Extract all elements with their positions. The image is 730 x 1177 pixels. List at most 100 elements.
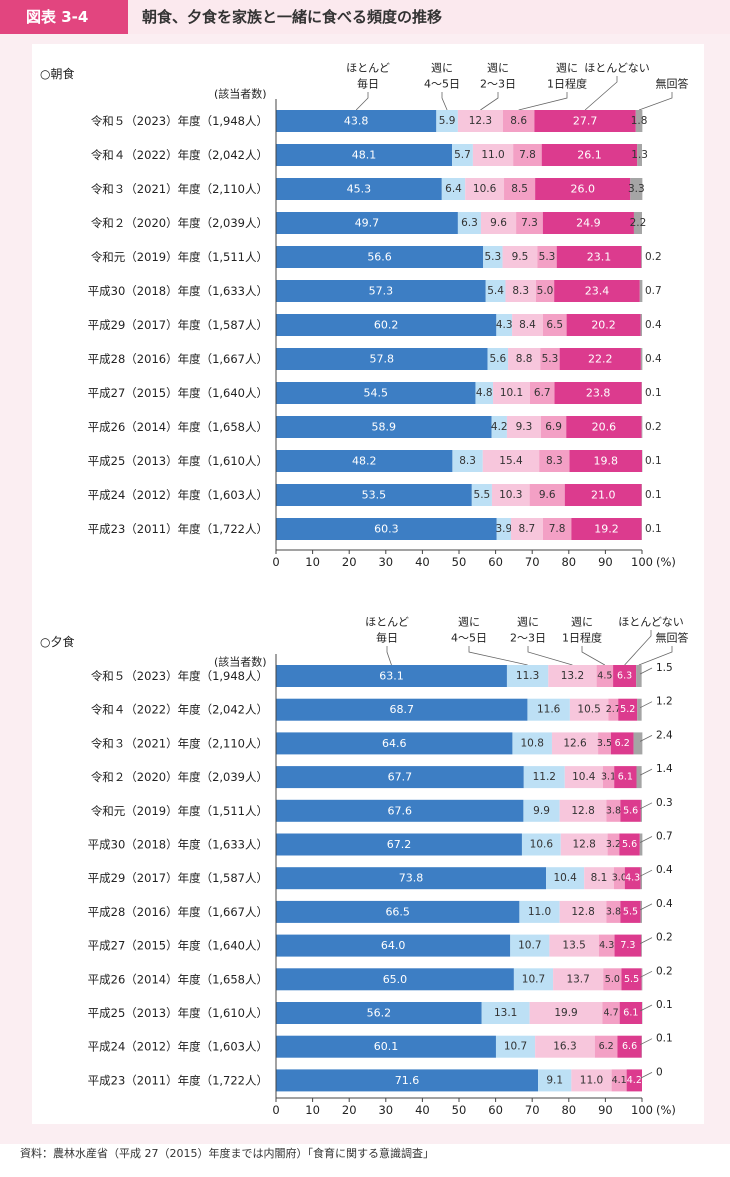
breakfast-bar-segment	[493, 382, 531, 404]
breakfast-legend-label-2: 週に	[487, 62, 509, 75]
dinner-bar-value: 10.7	[518, 940, 541, 952]
breakfast-bar-segment	[542, 314, 567, 336]
breakfast-bar-value: 7.8	[549, 523, 566, 535]
breakfast-bar-value: 27.7	[573, 115, 598, 128]
breakfast-legend-label-2-line2: 2～3日	[480, 78, 516, 91]
dinner-x-tick-label: 80	[561, 1103, 576, 1117]
dinner-bar-segment	[521, 833, 561, 856]
dinner-bar-value: 6.2	[615, 738, 630, 749]
dinner-x-tick-label: 50	[452, 1103, 467, 1117]
dinner-x-tick-label: 10	[305, 1103, 320, 1117]
breakfast-bar-value: 7.8	[519, 149, 536, 161]
dinner-bar-value: 65.0	[383, 973, 408, 986]
dinner-bar-segment	[495, 1035, 536, 1058]
breakfast-bar-segment	[452, 450, 483, 472]
breakfast-bar-value: 0.4	[645, 319, 662, 331]
dinner-legend-label-0: ほとんど	[365, 616, 409, 629]
breakfast-legend-label-1: 週に	[431, 62, 453, 75]
breakfast-legend-label-3: 週に	[556, 62, 578, 75]
breakfast-bar-segment	[529, 484, 565, 506]
dinner-bar-segment	[614, 766, 637, 789]
dinner-bar-segment	[639, 833, 643, 856]
dinner-bar-value: 9.9	[533, 805, 550, 817]
dinner-na-leader	[639, 1038, 653, 1046]
breakfast-bar-value: 60.3	[374, 523, 399, 536]
dinner-bar-value: 10.4	[572, 771, 596, 783]
dinner-bar-segment	[535, 1035, 595, 1058]
breakfast-bar-segment	[276, 178, 442, 200]
dinner-bar-segment	[603, 968, 622, 991]
dinner-bar-value: 11.0	[528, 906, 551, 918]
dinner-category-label: 令和２（2020）年度（2,039人）	[91, 770, 268, 784]
breakfast-bar-value: 6.9	[545, 421, 562, 433]
breakfast-bar-segment	[485, 280, 506, 302]
dinner-category-label: 令和元（2019）年度（1,511人）	[91, 804, 268, 818]
breakfast-bar-value: 9.3	[516, 421, 533, 433]
breakfast-bar-segment	[534, 110, 636, 132]
dinner-na-value: 0.1	[656, 999, 673, 1011]
dinner-x-tick-label: 100	[631, 1103, 653, 1117]
dinner-na-value: 0.2	[656, 965, 673, 977]
breakfast-bar-value: 12.3	[469, 115, 492, 127]
dinner-bar-value: 12.8	[572, 839, 595, 851]
breakfast-bar-value: 23.4	[585, 285, 610, 298]
dinner-bar-value: 6.6	[622, 1041, 637, 1052]
dinner-bar-segment	[636, 665, 642, 687]
breakfast-category-label: 令和３（2021）年度（2,110人）	[91, 182, 268, 196]
breakfast-bar-value: 0.1	[645, 387, 662, 399]
dinner-legend-label-0-line2: 毎日	[376, 632, 398, 645]
breakfast-bar-value: 20.6	[592, 421, 617, 434]
dinner-bar-value: 11.3	[516, 670, 539, 682]
breakfast-bar-segment	[554, 382, 642, 404]
dinner-category-label: 平成28（2016）年度（1,667人）	[88, 905, 268, 919]
breakfast-bar-segment	[506, 416, 541, 438]
breakfast-bar-value: 6.3	[461, 217, 478, 229]
breakfast-bar-value: 11.0	[481, 149, 504, 161]
dinner-bar-segment	[641, 934, 642, 957]
dinner-x-tick-label: 20	[342, 1103, 357, 1117]
dinner-na-value: 0.3	[656, 797, 673, 809]
dinner-bar-value: 67.6	[387, 804, 412, 817]
breakfast-bar-value: 26.0	[570, 183, 595, 196]
breakfast-x-tick-label: 10	[305, 555, 320, 569]
breakfast-bar-value: 4.3	[496, 319, 513, 331]
dinner-bar-segment	[523, 766, 565, 789]
breakfast-bar-value: 57.3	[369, 285, 394, 298]
dinner-na-value: 0	[656, 1066, 663, 1078]
breakfast-bar-value: 23.1	[587, 251, 612, 264]
dinner-na-value: 0.1	[656, 1033, 673, 1045]
dinner-x-tick-label: 40	[415, 1103, 430, 1117]
dinner-bar-value: 5.5	[623, 906, 638, 917]
breakfast-bar-segment	[540, 416, 567, 438]
breakfast-bar-segment	[559, 348, 641, 370]
breakfast-bar-segment	[640, 348, 643, 370]
figure-title: 朝食、夕食を家族と一緒に食べる頻度の推移	[142, 8, 443, 26]
dinner-bar-segment	[619, 833, 640, 856]
breakfast-bar-segment	[483, 246, 503, 268]
breakfast-bar-segment	[637, 144, 642, 166]
breakfast-bar-value: 20.2	[591, 319, 616, 332]
breakfast-bar-value: 8.3	[512, 285, 529, 297]
dinner-bar-segment	[571, 1069, 612, 1092]
breakfast-bar-segment	[566, 314, 641, 336]
dinner-bar-segment	[613, 867, 625, 890]
dinner-bar-segment	[598, 732, 611, 755]
breakfast-bar-value: 9.5	[512, 251, 529, 263]
dinner-bar-value: 64.0	[381, 939, 406, 952]
dinner-bar-segment	[481, 1002, 530, 1024]
dinner-bar-segment	[548, 665, 597, 687]
breakfast-legend-connector-0	[355, 92, 369, 111]
dinner-bar-value: 19.9	[554, 1007, 577, 1019]
dinner-na-leader	[639, 970, 653, 978]
dinner-na-leader	[639, 667, 653, 675]
dinner-bar-segment	[529, 1002, 603, 1024]
dinner-bar-value: 4.7	[604, 1008, 619, 1019]
dinner-bar-segment	[602, 766, 615, 789]
dinner-x-tick-label: 90	[598, 1103, 613, 1117]
dinner-bar-segment	[641, 968, 643, 991]
breakfast-x-tick-label: 90	[598, 555, 613, 569]
breakfast-bar-value: 0.7	[645, 285, 662, 297]
breakfast-bar-segment	[457, 212, 481, 234]
dinner-bar-value: 11.0	[580, 1074, 603, 1086]
breakfast-category-label: 平成26（2014）年度（1,658人）	[88, 420, 268, 434]
